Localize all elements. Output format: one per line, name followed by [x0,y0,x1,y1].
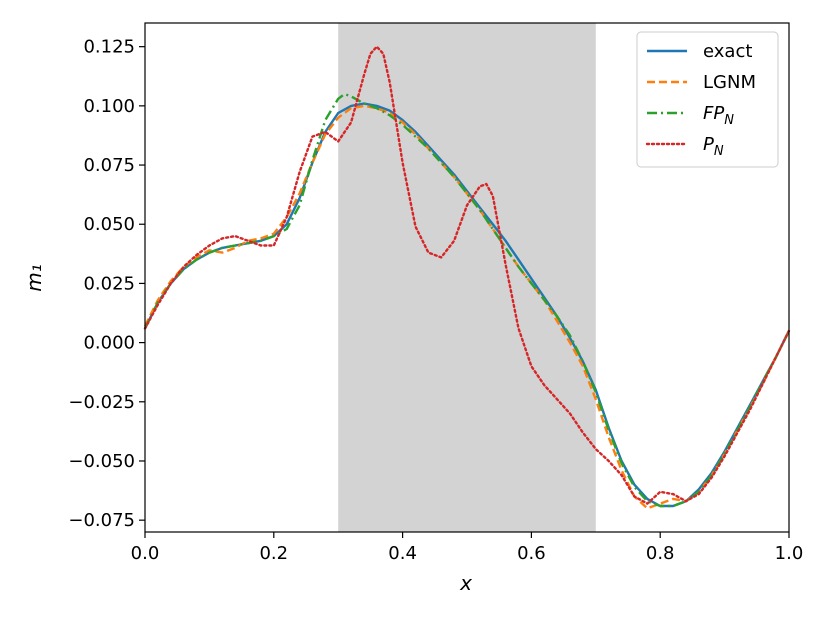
y-tick-label: −0.075 [68,510,135,531]
y-tick-label: 0.100 [83,96,135,117]
legend-label: PN [703,134,724,159]
legend-label: FPN [703,103,734,128]
plot-frame [144,22,790,533]
y-tick-label: −0.050 [68,451,135,472]
x-tick-label: 0.8 [646,543,675,564]
y-tick-label: 0.075 [83,155,135,176]
series-line-2 [143,92,791,508]
series-line-1 [143,104,791,510]
y-tick-label: 0.050 [83,214,135,235]
legend: exact LGNM FPN PN [636,31,779,168]
x-tick-label: 0.0 [131,543,160,564]
y-tick-label: 0.125 [83,37,135,58]
shaded-region [338,23,596,532]
legend-label: exact [703,41,752,62]
y-tick-label: 0.025 [83,273,135,294]
y-axis-label: m₁ [22,264,46,292]
series-line-3 [143,45,791,505]
x-tick-label: 0.2 [259,543,288,564]
x-axis-label: x [459,571,472,595]
x-tick-label: 0.6 [517,543,546,564]
x-tick-label: 0.4 [388,543,417,564]
legend-box [636,31,779,168]
legend-label: LGNM [703,72,756,93]
y-tick-label: 0.000 [83,333,135,354]
y-tick-label: −0.025 [68,392,135,413]
x-tick-label: 1.0 [775,543,804,564]
